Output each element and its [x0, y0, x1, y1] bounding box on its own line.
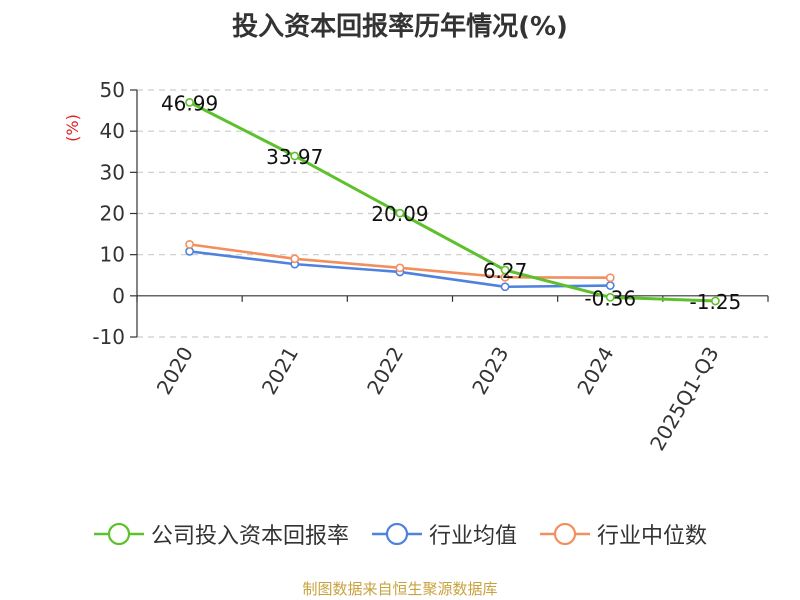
y-tick-label: 50	[100, 78, 125, 102]
data-point[interactable]	[500, 282, 510, 292]
data-point[interactable]	[290, 254, 300, 264]
x-tick-label: 2021	[257, 343, 303, 399]
data-label: -1.25	[690, 290, 742, 314]
data-label: 20.09	[371, 202, 428, 226]
x-tick-label: 2024	[572, 343, 618, 399]
data-label: 33.97	[266, 145, 323, 169]
data-point[interactable]	[395, 208, 405, 218]
series-lines	[185, 97, 720, 306]
legend-marker-icon	[371, 522, 422, 546]
x-tick-label: 2022	[362, 343, 408, 399]
legend-marker-icon	[93, 522, 144, 546]
legend-marker-icon	[540, 522, 590, 546]
axes: 50 40 30 20 10 0 -10 (%) 2020 2021 2022 2023 2024 202…	[63, 78, 769, 455]
data-point[interactable]	[185, 246, 194, 256]
data-point[interactable]	[605, 273, 615, 283]
legend-label: 公司投入资本回报率	[150, 524, 349, 549]
data-label: 46.99	[161, 91, 218, 115]
data-point[interactable]	[185, 239, 194, 249]
data-point[interactable]	[711, 296, 720, 306]
data-label: 6.27	[483, 259, 528, 283]
data-point[interactable]	[185, 97, 194, 107]
data-labels: 46.99 33.97 20.09 6.27 -0.36 -1.25	[161, 91, 741, 314]
x-tick-label: 2020	[152, 343, 198, 399]
y-tick-label: 20	[100, 202, 125, 226]
y-tick-label: -10	[92, 325, 125, 349]
x-tick-label: 2025Q1-Q3	[645, 343, 724, 455]
data-label: -0.36	[584, 286, 636, 310]
x-tick-label: 2023	[467, 343, 513, 399]
legend-item[interactable]: 公司投入资本回报率	[93, 518, 349, 550]
data-point[interactable]	[290, 151, 300, 161]
chart-title: 投入资本回报率历年情况(%)	[232, 12, 568, 42]
series-line	[188, 101, 716, 303]
legend-item[interactable]: 行业均值	[371, 518, 517, 550]
y-tick-label: 0	[112, 284, 125, 308]
y-axis-label: (%)	[63, 114, 82, 142]
data-point[interactable]	[395, 263, 405, 273]
y-tick-label: 10	[100, 243, 125, 267]
data-point[interactable]	[605, 292, 615, 302]
data-point[interactable]	[500, 265, 510, 275]
legend-label: 行业中位数	[597, 524, 708, 549]
source-note: 制图数据来自恒生聚源数据库	[302, 580, 498, 598]
legend-label: 行业均值	[428, 524, 517, 549]
y-tick-label: 30	[100, 160, 125, 184]
legend-item[interactable]: 行业中位数	[539, 518, 707, 550]
y-tick-label: 40	[100, 119, 125, 143]
legend: 公司投入资本回报率 行业均值 行业中位数	[0, 518, 800, 550]
